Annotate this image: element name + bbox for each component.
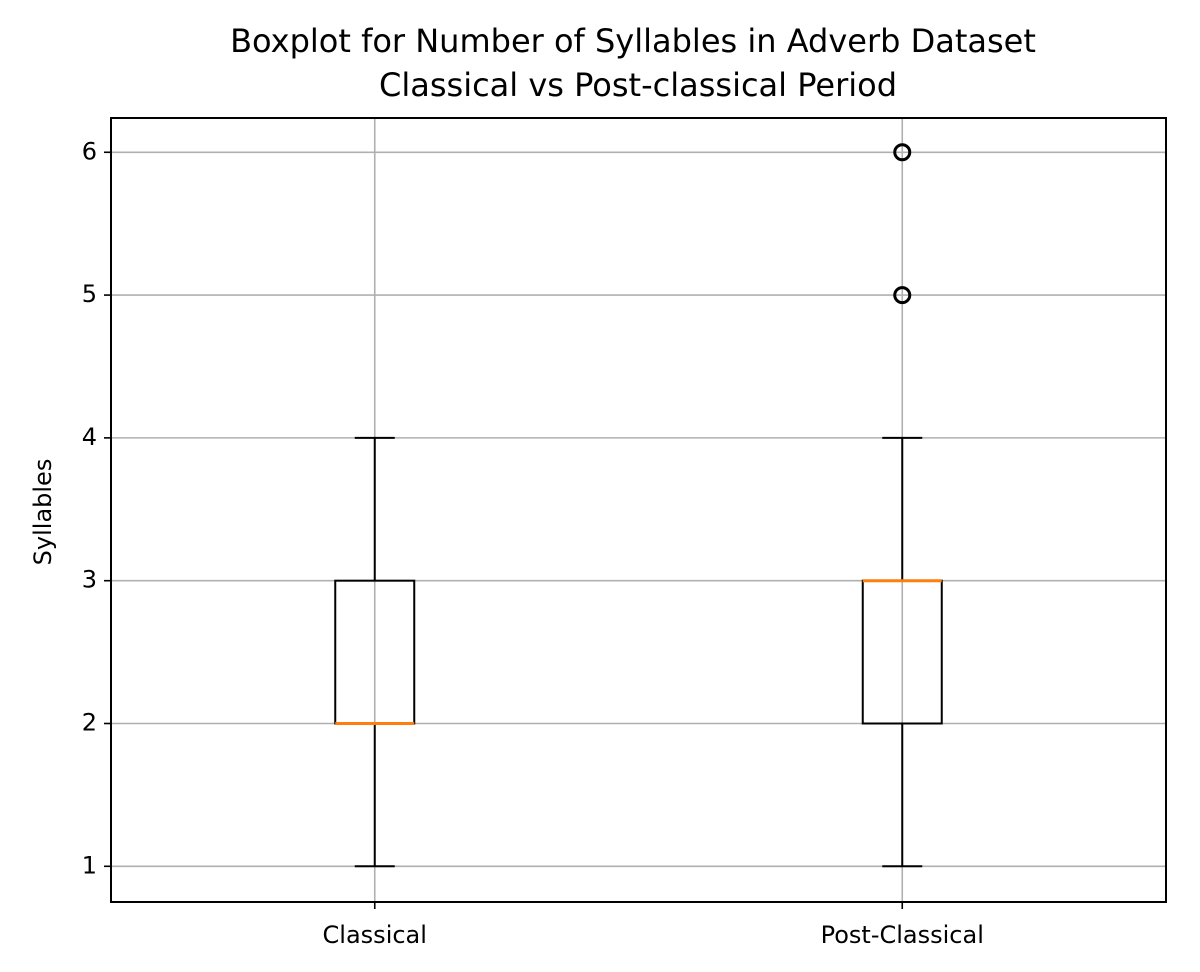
flier xyxy=(893,286,912,305)
y-tick-label: 3 xyxy=(82,566,97,594)
plot-frame xyxy=(110,117,1167,903)
y-tick-label: 4 xyxy=(82,423,97,451)
chart-title: Classical vs Post-classical Period xyxy=(379,66,897,104)
x-tick-label: Classical xyxy=(323,921,427,949)
y-tick-label: 1 xyxy=(82,851,97,879)
y-tick-label: 2 xyxy=(82,708,97,736)
y-tick-label: 6 xyxy=(82,137,97,165)
x-tick-label: Post-Classical xyxy=(821,921,984,949)
y-tick-label: 5 xyxy=(82,280,97,308)
chart-title: Boxplot for Number of Syllables in Adver… xyxy=(230,22,1036,60)
flier xyxy=(893,143,912,162)
y-axis-label: Syllables xyxy=(29,459,57,566)
